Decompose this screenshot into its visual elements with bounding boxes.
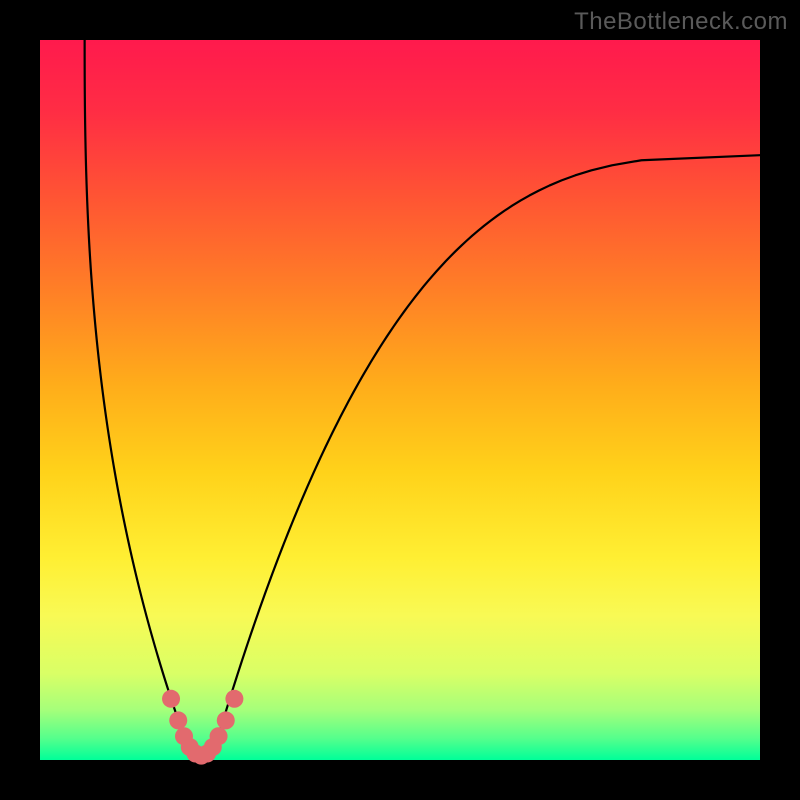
- trough-marker: [169, 711, 187, 729]
- marker-layer: [0, 0, 800, 800]
- trough-marker: [162, 690, 180, 708]
- trough-marker: [217, 711, 235, 729]
- trough-marker: [210, 727, 228, 745]
- trough-marker: [225, 690, 243, 708]
- watermark-text: TheBottleneck.com: [574, 8, 788, 36]
